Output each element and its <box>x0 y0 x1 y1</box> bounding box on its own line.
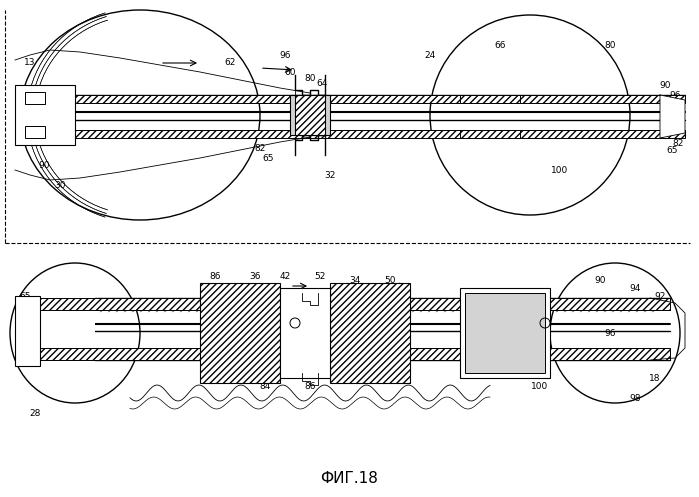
Text: 90: 90 <box>20 341 31 350</box>
Text: 32: 32 <box>324 170 336 179</box>
Text: 100: 100 <box>31 353 49 362</box>
Text: 96: 96 <box>604 329 616 337</box>
Text: 82: 82 <box>672 139 684 148</box>
Bar <box>5 5 690 240</box>
Text: 24: 24 <box>20 304 31 313</box>
Text: 52: 52 <box>315 271 326 280</box>
Text: 96: 96 <box>279 51 291 60</box>
Bar <box>460 130 520 138</box>
Text: 100: 100 <box>531 382 549 391</box>
Bar <box>5 258 690 458</box>
Text: 90: 90 <box>659 81 671 89</box>
Bar <box>15 296 40 366</box>
Text: 78: 78 <box>215 368 226 378</box>
Bar <box>460 288 550 378</box>
Text: 28: 28 <box>29 409 41 417</box>
Text: 86: 86 <box>209 271 221 280</box>
Bar <box>20 298 670 310</box>
Text: 94: 94 <box>629 283 641 293</box>
Text: 80: 80 <box>304 74 316 83</box>
Bar <box>290 95 330 135</box>
Bar <box>460 95 520 103</box>
Text: 65: 65 <box>20 292 31 301</box>
Text: 62: 62 <box>224 58 236 67</box>
Text: ФИГ.18: ФИГ.18 <box>320 471 378 486</box>
Text: 96: 96 <box>669 90 681 99</box>
Text: 86: 86 <box>304 382 316 391</box>
Text: 96: 96 <box>20 310 31 319</box>
Text: 19: 19 <box>474 371 486 381</box>
Text: 66: 66 <box>494 40 506 50</box>
Bar <box>25 92 45 104</box>
Text: 64: 64 <box>317 79 328 87</box>
Text: 98: 98 <box>629 394 641 403</box>
Text: 24: 24 <box>424 51 435 60</box>
Bar <box>280 288 330 378</box>
Bar <box>295 95 325 135</box>
Text: 50: 50 <box>384 275 396 284</box>
Text: 96: 96 <box>38 90 50 99</box>
Bar <box>20 130 685 138</box>
Text: 90: 90 <box>594 275 606 284</box>
Text: 80: 80 <box>604 40 616 50</box>
Text: 90: 90 <box>38 161 50 169</box>
Text: 82: 82 <box>20 333 31 342</box>
Bar <box>20 348 670 360</box>
Bar <box>15 85 75 145</box>
Bar <box>20 95 685 103</box>
Bar <box>25 126 45 138</box>
Text: 36: 36 <box>250 271 261 280</box>
Text: 13: 13 <box>24 58 36 67</box>
Bar <box>200 283 280 383</box>
Text: 65: 65 <box>666 146 678 155</box>
Text: 92: 92 <box>654 292 665 301</box>
Text: 100: 100 <box>552 166 568 174</box>
Text: 42: 42 <box>280 271 291 280</box>
Text: 84: 84 <box>259 382 271 391</box>
Text: 82: 82 <box>254 144 266 153</box>
Polygon shape <box>660 95 685 138</box>
Bar <box>330 283 410 383</box>
Text: 60: 60 <box>284 68 296 77</box>
Text: 65: 65 <box>262 154 274 163</box>
Bar <box>30 296 95 371</box>
Text: 34: 34 <box>350 275 361 284</box>
Text: 80: 80 <box>27 298 38 307</box>
Bar <box>465 293 545 373</box>
Text: 30: 30 <box>55 180 66 189</box>
Text: 18: 18 <box>649 374 661 383</box>
